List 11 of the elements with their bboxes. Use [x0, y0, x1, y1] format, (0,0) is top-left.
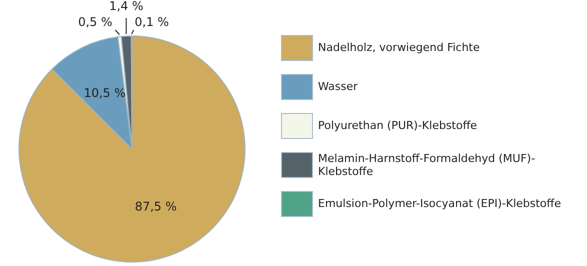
data-label: 1,4 % — [109, 0, 144, 13]
legend-label: Wasser — [318, 80, 358, 93]
legend-label: Emulsion-Polymer-Isocyanat (EPI)-Klebstoffe — [318, 197, 562, 210]
legend-label: Nadelholz, vorwiegend Fichte — [318, 41, 480, 54]
legend-label: Melamin-Harnstoff-Formaldehyd (MUF)-Klebstoffe — [318, 152, 536, 178]
data-label: 0,5 % — [78, 15, 112, 29]
data-label: 87,5 % — [134, 199, 177, 214]
pie-slice — [18, 36, 246, 262]
legend-label: Polyurethan (PUR)-Klebstoffe — [318, 119, 478, 132]
data-label: 0,1 % — [134, 15, 169, 29]
data-label: 10,5 % — [84, 86, 126, 100]
